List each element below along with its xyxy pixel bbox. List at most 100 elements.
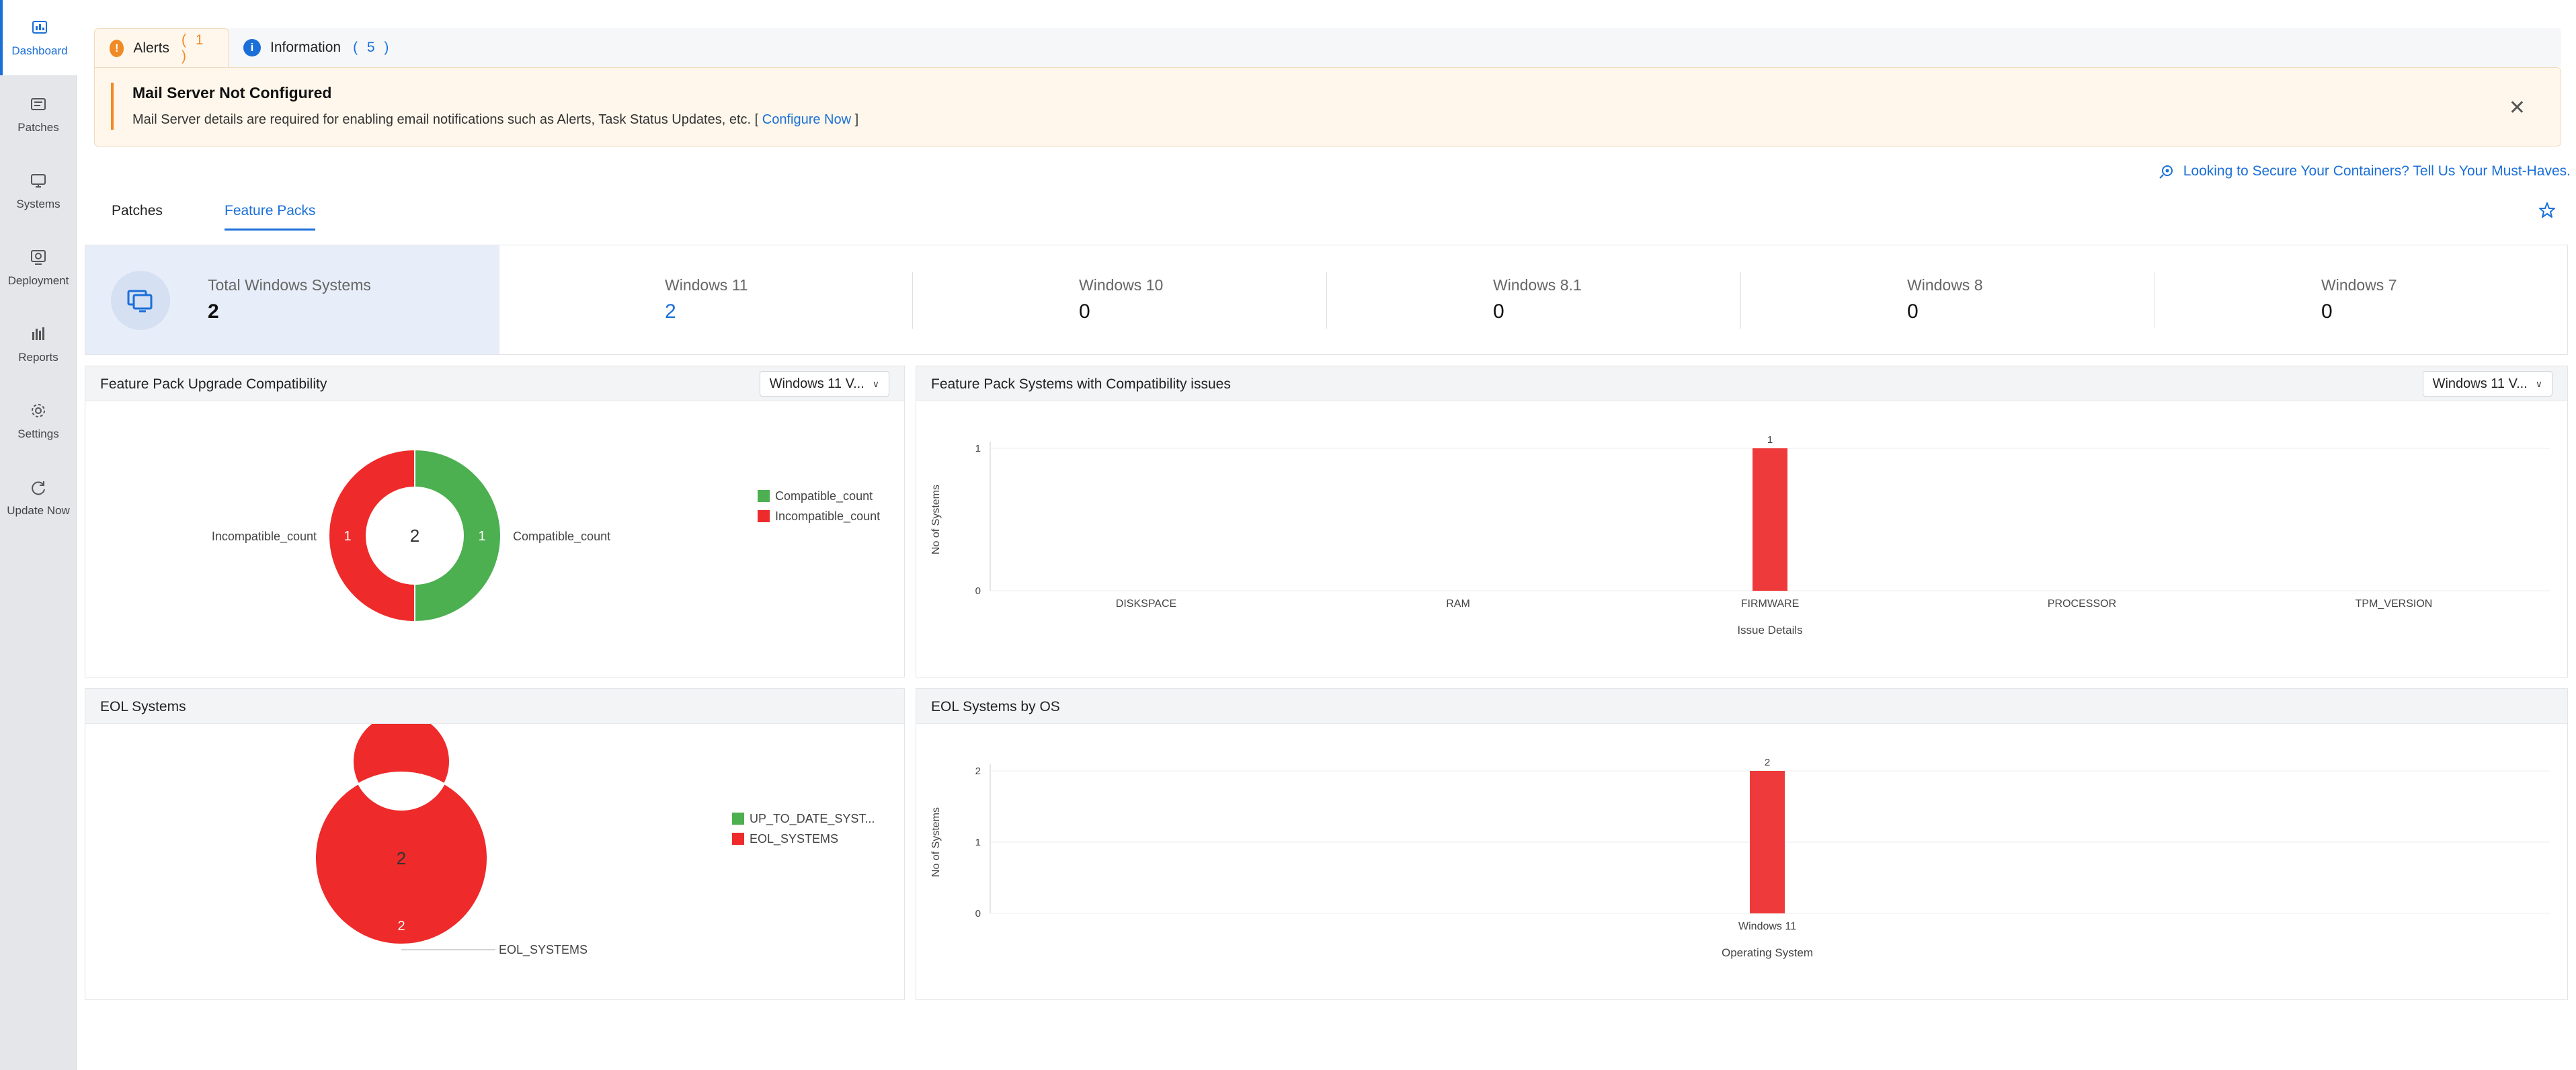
slice-name-label: Incompatible_count (212, 530, 317, 544)
select-value: Windows 11 V... (2432, 376, 2528, 391)
stat-label: Windows 8.1 (1493, 276, 1582, 294)
legend-label: Incompatible_count (775, 509, 880, 524)
alert-title: Mail Server Not Configured (132, 84, 332, 101)
tab-information-label: Information (270, 40, 341, 55)
x-tick-label: Windows 11 (1738, 921, 1796, 932)
sidebar-item-reports[interactable]: Reports (0, 306, 77, 382)
sidebar-item-label: Dashboard (11, 44, 68, 57)
stat-windows-8[interactable]: Windows 8 0 (1742, 245, 2156, 354)
monitors-icon (111, 271, 170, 330)
alert-icon: ! (110, 39, 124, 57)
total-label: Total Windows Systems (208, 276, 371, 294)
configure-now-link[interactable]: Configure Now (762, 112, 852, 127)
donut-slice (315, 724, 488, 945)
tab-feature-packs[interactable]: Feature Packs (225, 203, 316, 231)
bar (1753, 448, 1787, 591)
chevron-down-icon: ∨ (872, 378, 879, 389)
stat-value: 0 (1907, 300, 1919, 323)
x-tick-label: TPM_VERSION (2356, 598, 2433, 610)
sidebar-item-label: Reports (18, 351, 58, 364)
bar (1750, 771, 1785, 913)
stat-divider (912, 272, 913, 329)
stat-windows-7[interactable]: Windows 7 0 (2156, 245, 2567, 354)
stat-windows-11[interactable]: Windows 11 2 (499, 245, 914, 354)
slice-value-label: 1 (344, 529, 351, 544)
select-value: Windows 11 V... (769, 376, 864, 391)
eol-donut-chart: 2 EOL_SYSTEMS 2 UP_TO_DATE_SYST... EOL_SYSTE… (315, 724, 875, 957)
os-version-select[interactable]: Windows 11 V... ∨ (759, 371, 889, 397)
stat-value: 0 (1493, 300, 1504, 323)
stat-label: Windows 10 (1079, 276, 1164, 294)
star-icon[interactable] (2537, 200, 2557, 220)
stat-value[interactable]: 2 (665, 300, 676, 323)
legend-swatch (732, 833, 744, 845)
legend-swatch (758, 490, 770, 502)
sidebar-item-label: Systems (16, 198, 61, 210)
sidebar-item-label: Deployment (7, 274, 69, 287)
tab-alerts[interactable]: ! Alerts ( 1 ) (94, 28, 229, 67)
donut-slice (328, 448, 415, 623)
sidebar-item-patches[interactable]: Patches (0, 77, 77, 152)
x-tick-label: PROCESSOR (2048, 598, 2116, 610)
close-icon[interactable]: ✕ (2508, 97, 2526, 119)
sidebar-item-label: Update Now (7, 504, 70, 517)
panel-eol-systems-by-os: EOL Systems by OS 0 1 2 No of Systems 2 Windo… (916, 688, 2568, 1000)
bar-value-label: 1 (1767, 434, 1773, 446)
os-version-select[interactable]: Windows 11 V... ∨ (2422, 371, 2552, 397)
legend-label: EOL_SYSTEMS (750, 832, 838, 846)
tab-patches[interactable]: Patches (112, 203, 163, 229)
total-value: 2 (208, 300, 219, 323)
panel-title: EOL Systems (100, 699, 186, 714)
x-tick-label: RAM (1446, 598, 1470, 610)
bar-value-label: 2 (1765, 757, 1770, 768)
sidebar-item-deployment[interactable]: Deployment (0, 230, 77, 305)
x-tick-label: FIRMWARE (1741, 598, 1800, 610)
legend-label: Compatible_count (775, 489, 873, 503)
alert-accent-bar (111, 83, 114, 130)
chevron-down-icon: ∨ (2535, 378, 2542, 389)
stat-value: 0 (1079, 300, 1090, 323)
stat-divider (1326, 272, 1327, 329)
alert-tabs: ! Alerts ( 1 ) i Information ( 5 ) (94, 28, 2561, 67)
donut-center-label: 2 (410, 526, 419, 546)
slice-name-label: EOL_SYSTEMS (499, 943, 588, 957)
slice-name-label: Compatible_count (513, 530, 610, 544)
stat-windows-10[interactable]: Windows 10 0 (914, 245, 1328, 354)
panel-title: EOL Systems by OS (931, 699, 1060, 714)
total-windows-systems[interactable]: Total Windows Systems 2 (85, 245, 499, 354)
stat-divider (1740, 272, 1741, 329)
deployment-icon (31, 250, 46, 265)
sidebar-item-systems[interactable]: Systems (0, 153, 77, 229)
legend-label: UP_TO_DATE_SYST... (750, 812, 875, 826)
panel-eol-systems: EOL Systems 2 EOL_SYSTEMS 2 UP_TO_DATE_SYST… (85, 688, 905, 1000)
sidebar-item-label: Patches (17, 121, 59, 134)
tab-information[interactable]: i Information ( 5 ) (229, 28, 406, 67)
stat-label: Windows 11 (665, 276, 748, 294)
y-axis-label: No of Systems (930, 807, 942, 877)
alert-message-box: Mail Server Not Configured Mail Server d… (94, 67, 2561, 147)
legend-swatch (732, 813, 744, 825)
panel-header: Feature Pack Systems with Compatibility … (916, 366, 2567, 401)
panel-header: Feature Pack Upgrade Compatibility Windo… (85, 366, 904, 401)
tab-information-count: ( 5 ) (353, 40, 392, 55)
stat-label: Windows 8 (1907, 276, 1983, 294)
y-axis-label: No of Systems (930, 485, 942, 554)
sidebar-item-settings[interactable]: Settings (0, 383, 77, 458)
alert-message-end: ] (854, 112, 859, 127)
stat-windows-8-1[interactable]: Windows 8.1 0 (1328, 245, 1742, 354)
panel-title: Feature Pack Systems with Compatibility … (931, 376, 1231, 392)
eol-by-os-bar-chart: 0 1 2 No of Systems 2 Windows 11 Operating Sys… (930, 757, 2550, 959)
tab-patches-label: Patches (112, 203, 163, 218)
y-tick-label: 0 (975, 585, 981, 597)
alert-text: Mail Server details are required for ena… (132, 112, 858, 128)
compatibility-issues-bar-chart: 0 1 No of Systems DISKSPACE RAM 1 FIRMWARE PROC… (930, 434, 2550, 636)
panel-header: EOL Systems by OS (916, 689, 2567, 724)
systems-icon (31, 174, 46, 188)
sidebar-item-dashboard[interactable]: Dashboard (0, 0, 77, 75)
x-tick-label: DISKSPACE (1116, 598, 1176, 610)
legend-swatch (758, 510, 770, 522)
containers-promo-link[interactable]: Looking to Secure Your Containers? Tell … (2157, 161, 2571, 181)
sidebar-item-update-now[interactable]: Update Now (0, 460, 77, 535)
info-icon: i (243, 39, 261, 56)
